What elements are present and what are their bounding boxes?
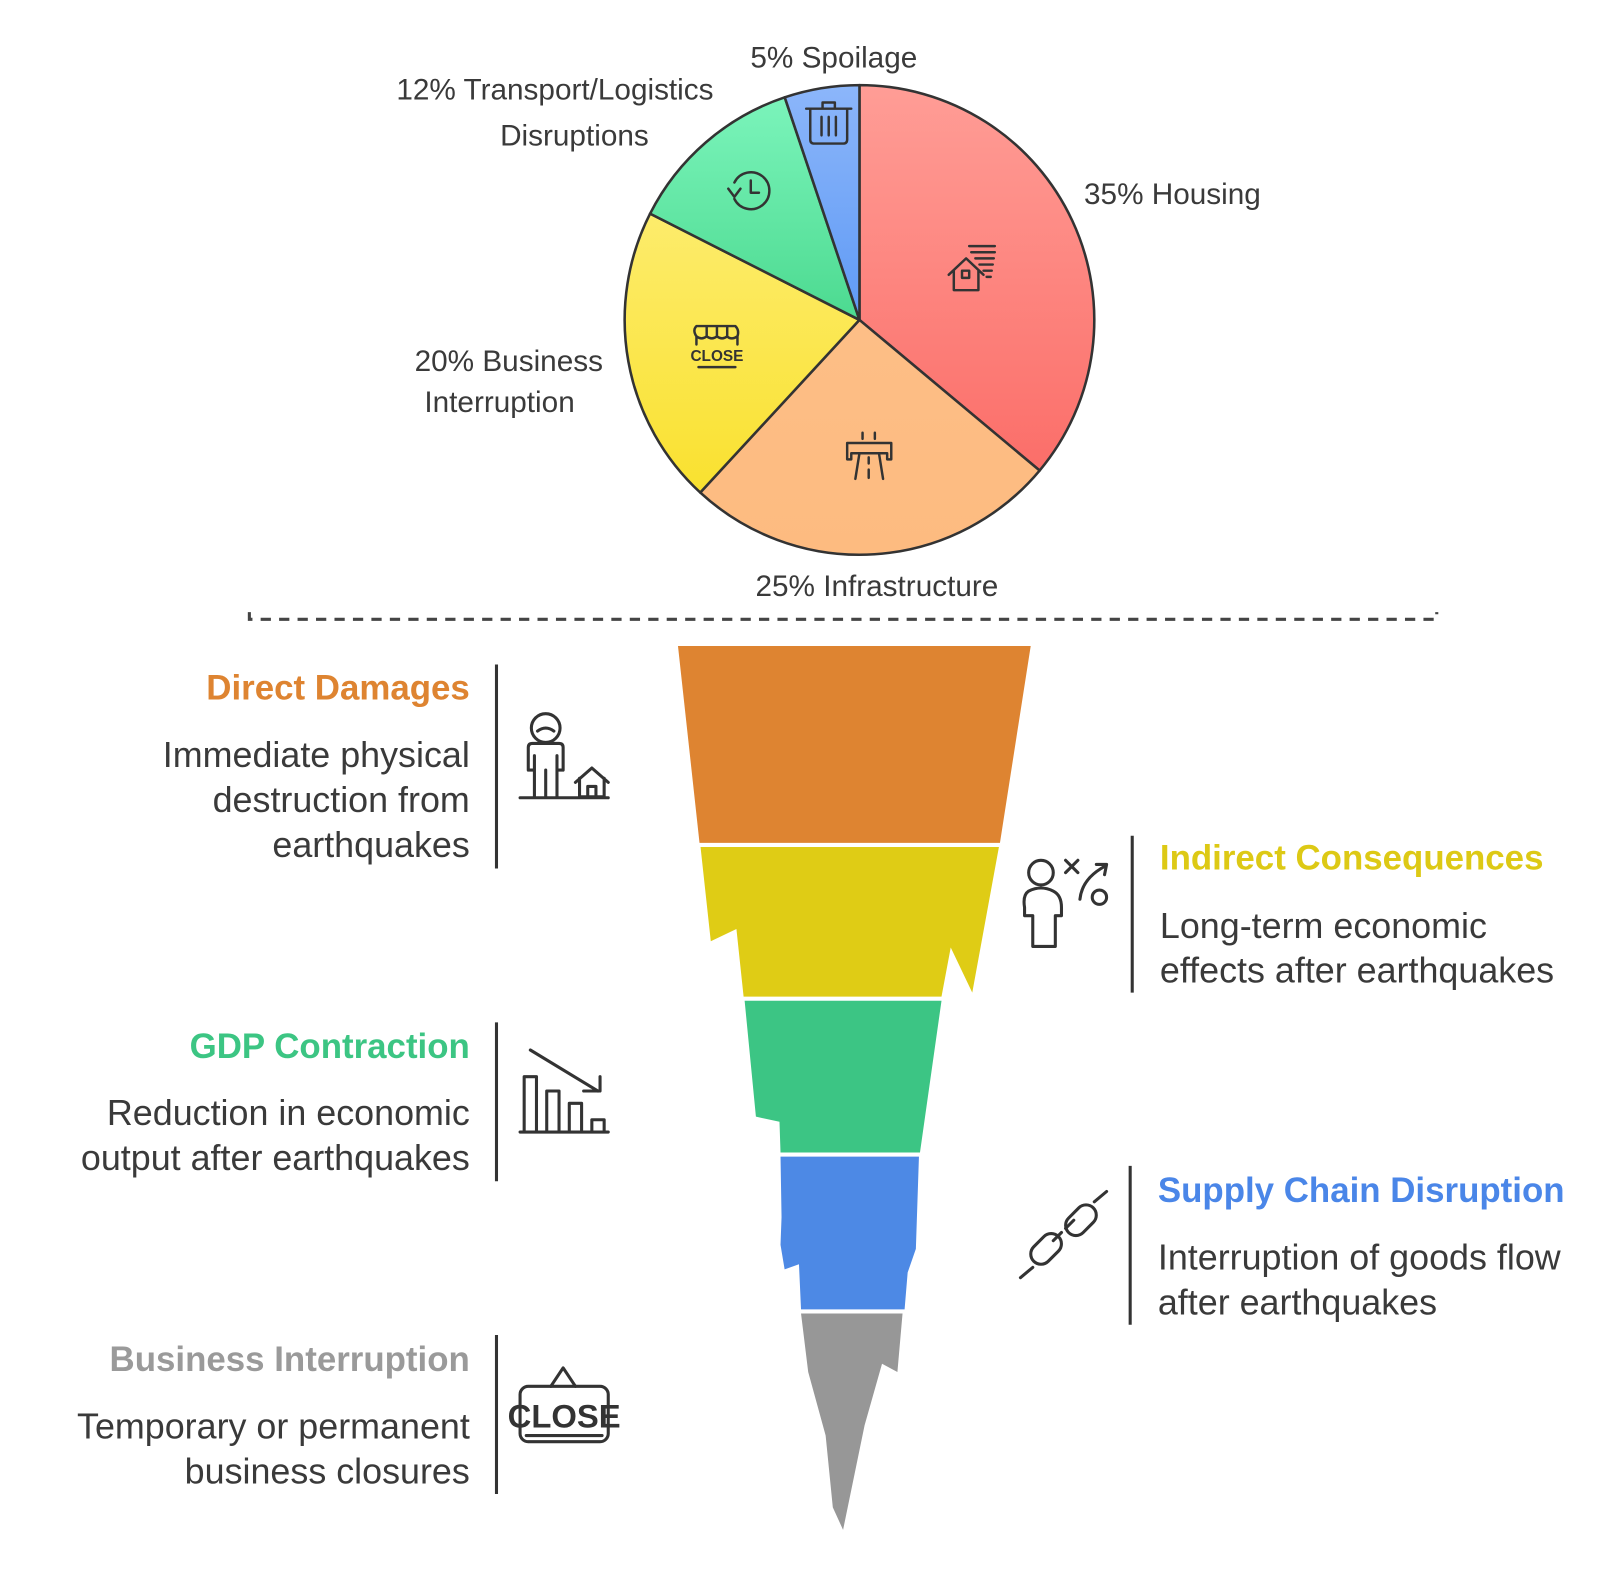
- dashed-divider: [247, 612, 1439, 621]
- pie-label-infrastructure: 25% Infrastructure: [755, 570, 998, 603]
- pie-label-transport-line2: Disruptions: [500, 120, 649, 153]
- clock-history-icon: [726, 171, 771, 211]
- stage-description: Reduction in economic: [107, 1093, 470, 1133]
- stage-description: destruction from: [213, 780, 470, 820]
- stage-title: Direct Damages: [206, 668, 470, 707]
- funnel-stage-supply-chain: [780, 1156, 919, 1310]
- stage-business-interruption: Business Interruption Temporary or perma…: [77, 1335, 621, 1494]
- stage-supply-chain-disruption: Supply Chain Disruption Interruption of …: [1018, 1165, 1565, 1325]
- pie-label-transport: 12% Transport/Logistics: [396, 73, 713, 106]
- stage-title: Indirect Consequences: [1160, 839, 1544, 878]
- house-wind-icon: [947, 244, 997, 292]
- stage-description: Long-term economic: [1160, 906, 1487, 946]
- store-close-sign-text: CLOSE: [690, 348, 743, 365]
- stage-direct-damages: Direct Damages Immediate physical destru…: [163, 664, 610, 869]
- person-strategy-icon: [1022, 858, 1109, 948]
- broken-chain-icon: [1018, 1189, 1109, 1280]
- funnel-stage-direct-damages: [677, 645, 1031, 843]
- pie-label-business: 20% Business: [415, 345, 603, 378]
- stage-title: Business Interruption: [110, 1340, 470, 1379]
- stage-gdp-contraction: GDP Contraction Reduction in economic ou…: [81, 1022, 610, 1182]
- pie-slice-housing: [858, 83, 1096, 472]
- pie-label-business-line2: Interruption: [424, 386, 574, 419]
- close-sign-icon: CLOSE: [508, 1366, 621, 1444]
- stage-description: business closures: [185, 1452, 470, 1492]
- pie-label-housing: 35% Housing: [1084, 178, 1261, 211]
- chart-decline-icon: [518, 1048, 610, 1134]
- stage-description: output after earthquakes: [81, 1138, 470, 1178]
- stage-description: Temporary or permanent: [77, 1407, 470, 1447]
- road-bridge-icon: [845, 431, 893, 481]
- pie-chart: [623, 83, 1096, 557]
- stage-description: after earthquakes: [1158, 1283, 1437, 1323]
- funnel-stage-gdp-contraction: [744, 1000, 942, 1153]
- funnel-stage-indirect-consequences: [700, 846, 999, 997]
- pie-slice-infrastructure: [699, 318, 1041, 557]
- close-sign-text: CLOSE: [508, 1397, 621, 1434]
- stage-title: GDP Contraction: [190, 1027, 470, 1066]
- stage-description: effects after earthquakes: [1160, 950, 1554, 990]
- pie-label-spoilage: 5% Spoilage: [750, 42, 917, 75]
- funnel-stage-business-interruption: [801, 1313, 903, 1530]
- pie-slice-business-interruption: [623, 212, 861, 494]
- stage-description: earthquakes: [272, 825, 469, 865]
- stage-title: Supply Chain Disruption: [1158, 1171, 1565, 1210]
- pie-labels: 5% Spoilage 12% Transport/Logistics Disr…: [396, 42, 1260, 603]
- trash-icon: [804, 101, 853, 145]
- store-closed-icon: CLOSE: [690, 324, 743, 369]
- stage-description: Immediate physical: [163, 735, 470, 775]
- person-house-icon: [518, 712, 610, 800]
- funnel: [677, 645, 1031, 1530]
- stage-description: Interruption of goods flow: [1158, 1237, 1561, 1277]
- stage-indirect-consequences: Indirect Consequences Long-term economic…: [1022, 835, 1554, 993]
